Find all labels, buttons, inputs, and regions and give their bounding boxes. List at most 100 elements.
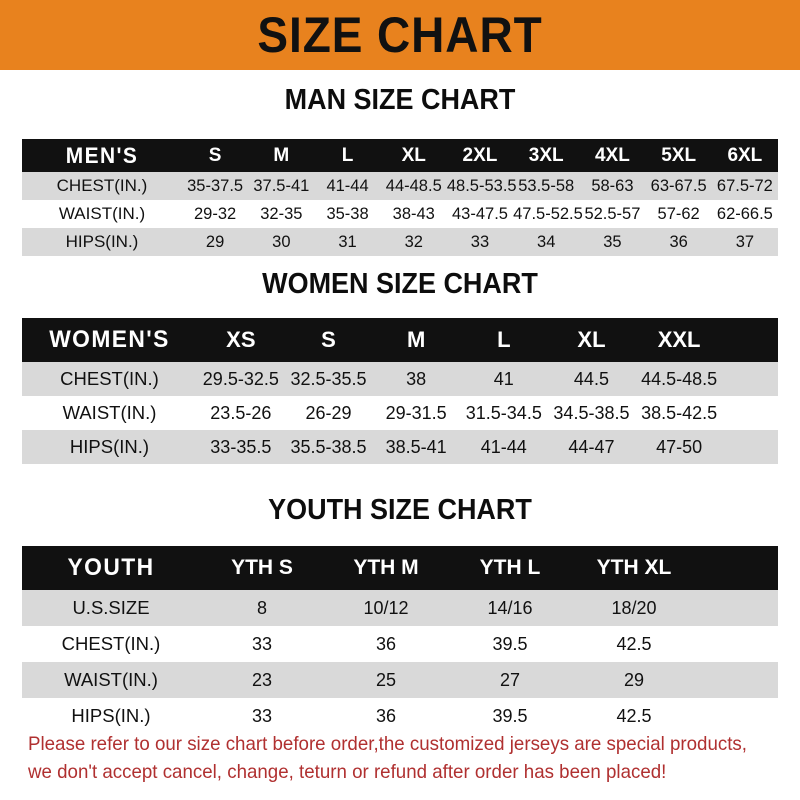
table-cell: 32.5-35.5: [290, 368, 367, 389]
disclaimer-line-1: Please refer to our size chart before or…: [28, 733, 747, 755]
table-cell: 31: [338, 232, 357, 251]
column-header-3xl: 3XL: [528, 144, 564, 166]
table-corner-label: WOMEN'S: [49, 326, 170, 353]
table-cell: 35.5-38.5: [290, 436, 367, 457]
column-header-s: S: [321, 327, 336, 352]
table-corner-label: MEN'S: [65, 142, 139, 168]
disclaimer-line-2: we don't accept cancel, change, teturn o…: [28, 761, 667, 783]
column-header-xl: XL: [577, 327, 606, 352]
table-corner-label: YOUTH: [67, 554, 155, 581]
row-filler: [723, 396, 778, 430]
table-cell: 41-44: [480, 436, 527, 457]
row-filler: [696, 626, 778, 662]
row-label: WAIST(IN.): [64, 669, 158, 690]
table-cell: 35-38: [326, 204, 369, 223]
column-header-yth-l: YTH L: [479, 556, 541, 579]
table-cell: 36: [669, 232, 688, 251]
header-filler: [696, 546, 778, 590]
row-label: CHEST(IN.): [56, 176, 148, 195]
row-label: HIPS(IN.): [71, 705, 151, 726]
table-cell: 37: [735, 232, 755, 251]
row-filler: [723, 362, 778, 396]
table-cell: 39.5: [492, 705, 528, 726]
column-header-l: L: [497, 327, 511, 352]
table-cell: 43-47.5: [452, 204, 508, 223]
table-cell: 44-48.5: [385, 176, 442, 195]
row-label: WAIST(IN.): [58, 204, 146, 223]
table-cell: 42.5: [616, 633, 652, 654]
table-cell: 10/12: [363, 597, 409, 618]
table-cell: 29: [205, 232, 225, 251]
table-cell: 25: [375, 669, 397, 690]
table-row: CHEST(IN.) 33 36 39.5 42.5: [22, 626, 778, 662]
table-cell: 29-31.5: [385, 402, 447, 423]
table-cell: 33: [251, 633, 273, 654]
table-cell: 67.5-72: [716, 176, 773, 195]
column-header-l: L: [341, 144, 354, 166]
table-cell: 39.5: [492, 633, 528, 654]
table-cell: 53.5-58: [518, 176, 575, 195]
row-filler: [696, 698, 778, 734]
table-row: CHEST(IN.) 35-37.5 37.5-41 41-44 44-48.5 48.5…: [22, 172, 778, 200]
table-cell: 41: [493, 368, 514, 389]
table-cell: 44-47: [568, 436, 615, 457]
table-cell: 18/20: [611, 597, 657, 618]
table-cell: 27: [499, 669, 521, 690]
order-policy-disclaimer: Please refer to our size chart before or…: [28, 730, 750, 786]
table-cell: 42.5: [616, 705, 652, 726]
column-header-6xl: 6XL: [727, 144, 763, 166]
table-cell: 32-35: [260, 204, 303, 223]
table-cell: 48.5-53.5: [446, 176, 517, 195]
table-cell: 47-50: [656, 436, 703, 457]
column-header-yth-xl: YTH XL: [596, 556, 672, 579]
page-title: SIZE CHART: [257, 7, 543, 63]
table-cell: 57-62: [657, 204, 700, 223]
section-title-man: MAN SIZE CHART: [284, 84, 516, 116]
table-cell: 44.5: [573, 368, 609, 389]
table-cell: 32: [404, 232, 423, 251]
table-cell: 35-37.5: [187, 176, 244, 195]
column-header-xxl: XXL: [657, 327, 701, 352]
table-row: CHEST(IN.) 29.5-32.5 32.5-35.5 38 41 44.5 44.5…: [22, 362, 778, 396]
table-cell: 38: [406, 368, 427, 389]
table-cell: 31.5-34.5: [465, 402, 542, 423]
row-filler: [696, 590, 778, 626]
table-cell: 23: [251, 669, 273, 690]
table-cell: 36: [375, 633, 397, 654]
table-cell: 30: [272, 232, 291, 251]
row-filler: [723, 430, 778, 464]
column-header-s: S: [208, 144, 222, 166]
column-header-2xl: 2XL: [462, 144, 498, 166]
column-header-yth-s: YTH S: [231, 556, 293, 579]
women-size-chart-table: WOMEN'S XS S M L XL XXL CHEST(IN.) 29.5-32.5 32.5…: [22, 318, 778, 464]
table-cell: 38.5-41: [385, 436, 447, 457]
table-row: WAIST(IN.) 29-32 32-35 35-38 38-43 43-47.5 47.…: [22, 200, 778, 228]
table-cell: 8: [256, 597, 267, 618]
table-cell: 52.5-57: [584, 204, 641, 223]
table-cell: 38-43: [392, 204, 435, 223]
table-cell: 34: [537, 232, 556, 251]
section-title-women: WOMEN SIZE CHART: [262, 268, 538, 300]
row-label: HIPS(IN.): [65, 232, 139, 251]
table-row: HIPS(IN.) 33-35.5 35.5-38.5 38.5-41 41-44 44-…: [22, 430, 778, 464]
column-header-4xl: 4XL: [594, 144, 630, 166]
row-label: WAIST(IN.): [62, 402, 157, 423]
row-filler: [696, 662, 778, 698]
table-cell: 23.5-26: [210, 402, 272, 423]
header-filler: [722, 318, 778, 362]
table-cell: 58-63: [591, 176, 634, 195]
table-row: U.S.SIZE 8 10/12 14/16 18/20: [22, 590, 778, 626]
table-cell: 41-44: [326, 176, 369, 195]
column-header-m: M: [406, 327, 426, 352]
row-label: CHEST(IN.): [60, 368, 159, 389]
table-cell: 35: [603, 232, 622, 251]
column-header-m: M: [273, 144, 290, 166]
table-row: WAIST(IN.) 23 25 27 29: [22, 662, 778, 698]
table-cell: 38.5-42.5: [641, 402, 718, 423]
table-cell: 29: [623, 669, 645, 690]
page-banner: SIZE CHART: [0, 0, 800, 70]
table-cell: 44.5-48.5: [641, 368, 718, 389]
table-row: WAIST(IN.) 23.5-26 26-29 29-31.5 31.5-34.5 34…: [22, 396, 778, 430]
table-cell: 33: [470, 232, 490, 251]
